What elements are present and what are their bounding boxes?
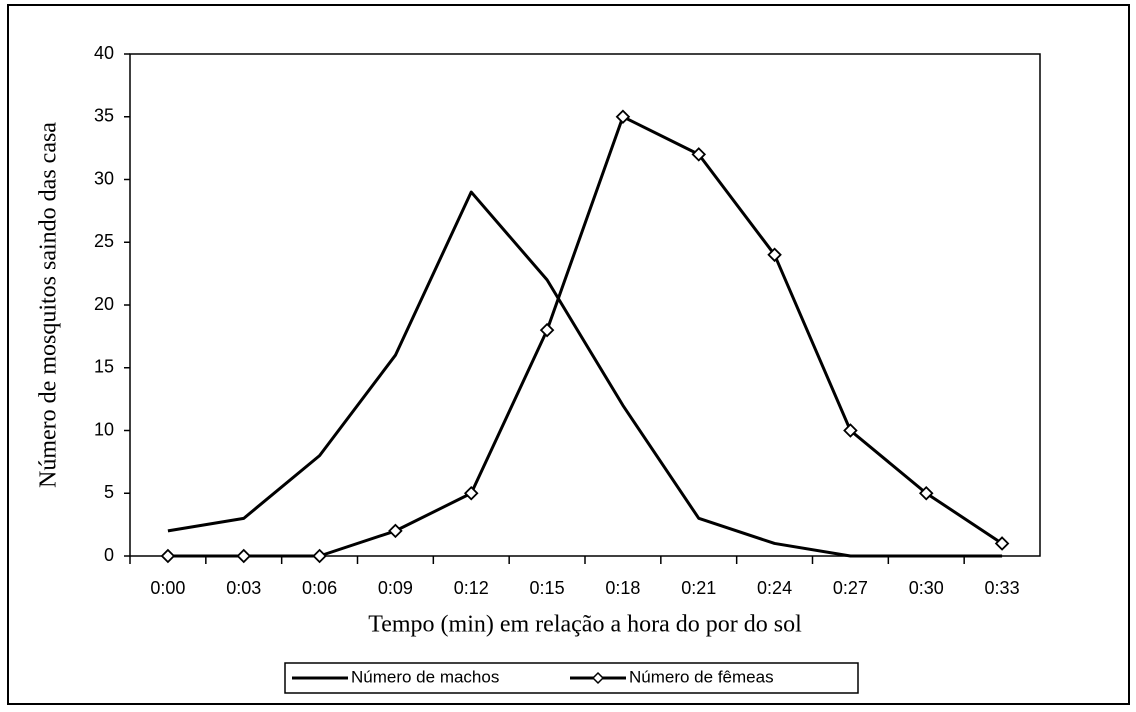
legend-box [284,662,859,694]
data-point [918,485,934,501]
data-point [312,548,327,564]
series-line [167,115,1003,558]
x-tick-label: 0:33 [985,578,1020,598]
x-tick-label: 0:27 [833,578,868,598]
data-point [843,423,858,438]
x-tick-label: 0:18 [605,578,640,598]
x-tick-label: 0:00 [150,578,185,598]
legend-label: Número de machos [351,667,499,686]
y-tick-label: 30 [94,168,114,188]
legend-marker [591,671,605,685]
y-tick-label: 5 [104,482,114,502]
x-tick-label: 0:06 [302,578,337,598]
data-point [463,485,479,501]
x-tick-label: 0:03 [226,578,261,598]
y-tick-label: 25 [94,231,114,251]
legend-label: Número de fêmeas [629,667,774,686]
data-point [615,109,631,125]
y-tick-label: 0 [104,545,114,565]
x-tick-label: 0:21 [681,578,716,598]
data-point [691,147,707,162]
data-point [236,548,252,564]
x-tick-label: 0:12 [454,578,489,598]
y-tick-label: 10 [94,419,114,439]
y-tick-label: 40 [94,43,114,63]
series-line [167,190,1003,558]
data-point [388,523,403,539]
x-tick-label: 0:30 [909,578,944,598]
data-point [539,322,555,338]
data-point [767,247,782,263]
x-axis-title: Tempo (min) em relação a hora do por do … [368,612,802,638]
data-point [160,548,176,564]
x-tick-label: 0:24 [757,578,792,598]
y-tick-label: 35 [94,106,114,126]
x-tick-label: 0:15 [530,578,565,598]
y-axis-title: Número de mosquitos saindo das casa [36,122,62,488]
y-tick-label: 20 [94,294,114,314]
data-point [994,536,1010,551]
x-tick-label: 0:09 [378,578,413,598]
y-tick-label: 15 [94,357,114,377]
chart-frame [7,4,1130,705]
